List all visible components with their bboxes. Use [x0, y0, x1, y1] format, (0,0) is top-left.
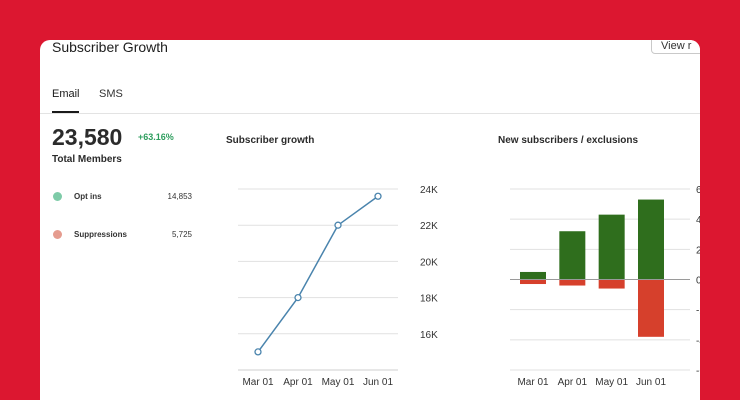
line-chart-ytick-label: 18K [420, 294, 438, 305]
card-title: Subscriber Growth [52, 40, 168, 55]
channel-tabs: Email SMS [40, 80, 700, 114]
opt-ins-value: 14,853 [167, 192, 192, 201]
bar-chart-title: New subscribers / exclusions [498, 135, 639, 146]
subscriber-growth-card: Subscriber Growth View r Email SMS 23,58… [40, 40, 700, 400]
bar-chart-xtick-label: Mar 01 [517, 377, 549, 388]
bar-chart-positive-bar [638, 199, 664, 280]
bar-chart-xtick-label: Apr 01 [558, 377, 588, 388]
line-chart-ytick-label: 20K [420, 257, 438, 268]
growth-percentage-badge: +63.16% [138, 132, 174, 142]
line-chart-xtick-label: May 01 [322, 377, 355, 388]
bar-chart-ytick-label: 6 [696, 185, 700, 196]
bar-chart-ytick-label: -4 [696, 336, 700, 347]
line-chart-xtick-label: Mar 01 [242, 377, 274, 388]
tab-email[interactable]: Email [52, 88, 80, 113]
bar-chart-ytick-label: 4 [696, 215, 700, 226]
line-chart-point [334, 221, 342, 229]
bar-chart-negative-bar [598, 279, 625, 289]
suppressions-dot-icon [53, 230, 62, 239]
suppressions-value: 5,725 [171, 230, 192, 239]
total-members-value: 23,580 [52, 124, 123, 150]
view-report-button[interactable]: View r [651, 40, 700, 54]
line-chart-series-line [257, 195, 379, 353]
line-chart-ytick-label: 22K [420, 221, 438, 232]
suppressions-label: Suppressions [74, 230, 127, 239]
bar-chart-negative-bar [520, 279, 546, 285]
bar-chart-positive-bar [520, 271, 546, 280]
line-chart-point [254, 348, 262, 356]
opt-ins-row: Opt ins 14,853 [52, 191, 192, 203]
line-chart-xtick-label: Jun 01 [363, 377, 393, 388]
bar-chart-xtick-label: May 01 [595, 377, 628, 388]
new-subscribers-bar-chart: 6 4 2 0 -2 -4 -6 Mar 01 Apr 01 May 01 Jun 01 [510, 185, 700, 388]
bar-chart-positive-bar [598, 214, 625, 280]
bar-chart-negative-bar [559, 279, 586, 286]
bar-chart-ytick-label: 2 [696, 245, 700, 256]
opt-ins-label: Opt ins [74, 192, 102, 201]
bar-chart-negative-bar [638, 279, 664, 337]
subscriber-growth-line-chart: 24K 22K 20K 18K 16K Mar 01 Apr 01 May 01 Jun 01 [238, 185, 438, 388]
bar-chart-positive-bar [559, 231, 586, 280]
suppressions-row: Suppressions 5,725 [52, 229, 192, 241]
line-chart-ytick-label: 16K [420, 330, 438, 341]
bar-chart-xtick-label: Jun 01 [636, 377, 666, 388]
line-chart-title: Subscriber growth [226, 135, 315, 146]
bar-chart-ytick-label: -2 [696, 306, 700, 317]
tab-sms[interactable]: SMS [99, 88, 123, 100]
line-chart-point [374, 192, 382, 200]
total-members-label: Total Members [52, 154, 122, 165]
line-chart-xtick-label: Apr 01 [283, 377, 313, 388]
opt-ins-dot-icon [53, 192, 62, 201]
bar-chart-ytick-label: -6 [696, 366, 700, 377]
line-chart-point [294, 293, 302, 302]
line-chart-ytick-label: 24K [420, 185, 438, 196]
bar-chart-ytick-label: 0 [696, 276, 700, 287]
